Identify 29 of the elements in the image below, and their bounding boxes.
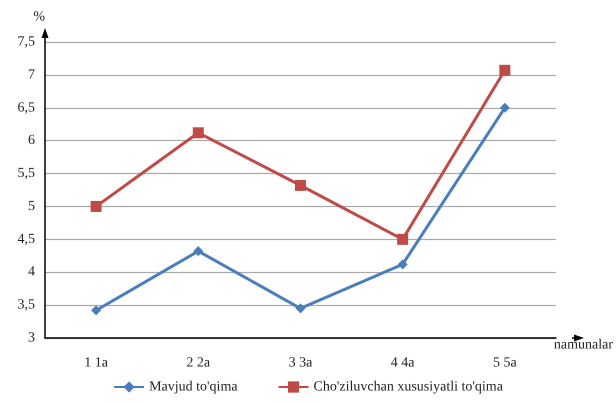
x-tick-label: 3 3a: [288, 356, 314, 370]
y-tick-label: 3,5: [18, 298, 35, 313]
point: [294, 180, 306, 191]
y-tick-label: 3: [28, 330, 35, 346]
y-tick-label: 4,5: [18, 232, 35, 247]
x-axis-title: namunalar: [554, 338, 614, 352]
legend-label: Mavjud to'qima: [149, 380, 238, 394]
y-tick-label: 7,5: [18, 34, 35, 50]
point: [192, 127, 204, 138]
y-tick-label: 6,5: [18, 100, 35, 116]
point: [295, 303, 306, 314]
y-tick-label: 5,5: [18, 166, 35, 182]
x-tick-label: 2 2a: [186, 356, 211, 370]
point: [91, 305, 102, 316]
x-tick-label: 4 4a: [390, 356, 416, 370]
y-tick-label: 4: [28, 264, 35, 280]
legend-label: Cho'ziluvchan xususiyatli to'qima: [314, 380, 504, 394]
x-tick-label: 5 5a: [492, 356, 518, 370]
point: [499, 64, 510, 76]
y-axis-title: %: [33, 10, 46, 24]
point: [397, 234, 408, 245]
y-tick-label: 5: [28, 198, 35, 214]
y-tick-label: 7: [28, 67, 35, 82]
point: [500, 102, 510, 113]
point: [193, 246, 204, 256]
x-tick-label: 1 1a: [84, 356, 109, 370]
point: [90, 200, 102, 212]
point: [398, 259, 408, 270]
y-tick-label: 6: [28, 133, 35, 148]
